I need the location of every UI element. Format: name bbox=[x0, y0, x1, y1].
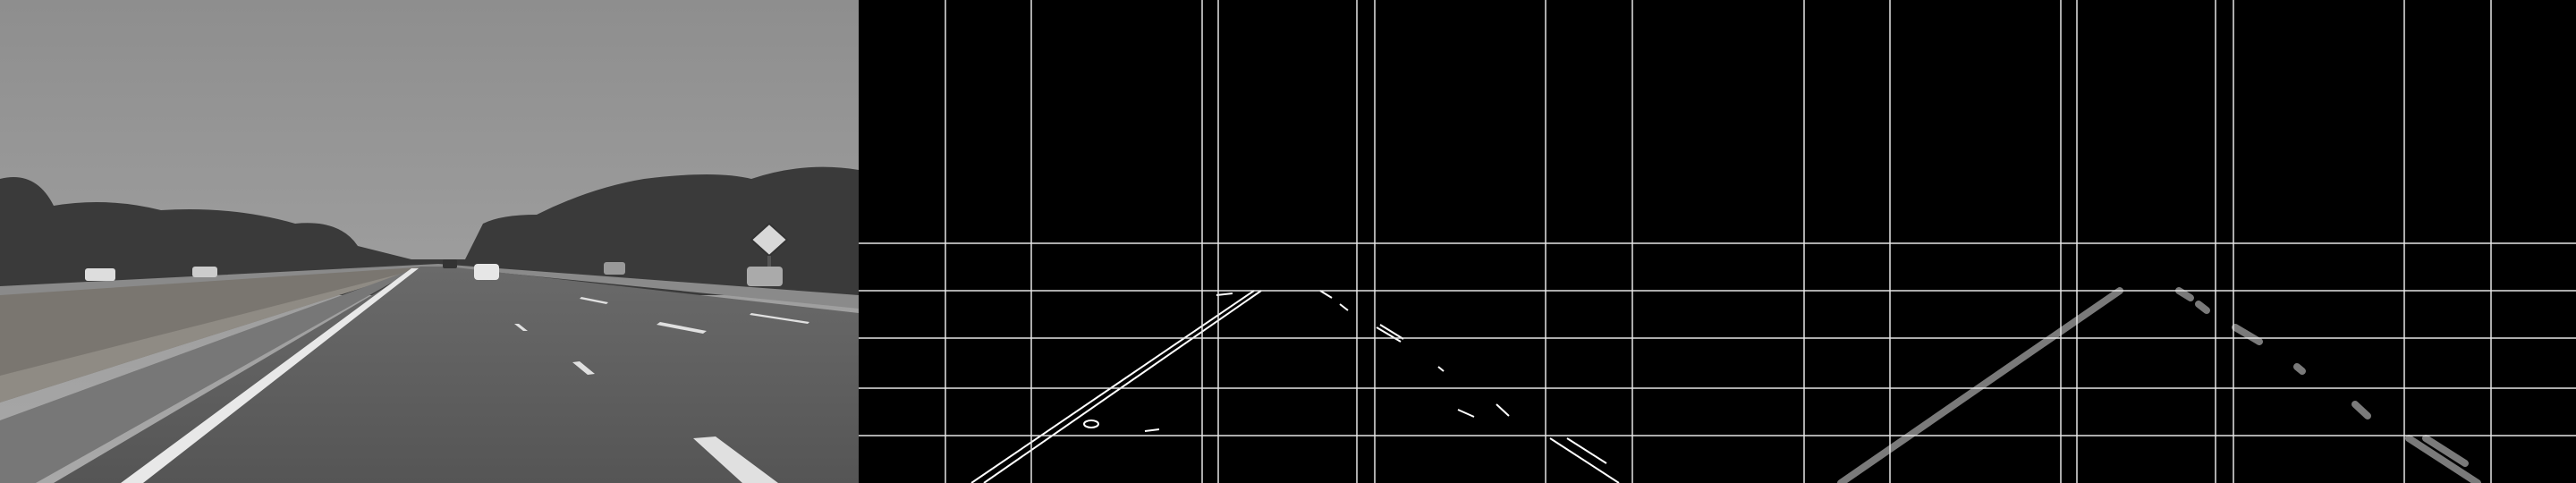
grid bbox=[859, 0, 1717, 483]
hough-panel bbox=[1717, 0, 2576, 483]
background bbox=[859, 0, 1717, 483]
left-lane-line bbox=[121, 268, 419, 483]
shoulder bbox=[0, 267, 420, 483]
dry-grass bbox=[0, 267, 429, 402]
background bbox=[1717, 0, 2576, 483]
edge-panel bbox=[859, 0, 1717, 483]
detected-lines bbox=[1837, 287, 2481, 483]
lane-dashes bbox=[514, 297, 809, 483]
cars bbox=[85, 259, 783, 286]
trees bbox=[0, 166, 859, 295]
grid bbox=[1717, 0, 2576, 483]
road bbox=[54, 267, 859, 483]
photo-panel bbox=[0, 0, 859, 483]
edges bbox=[970, 290, 1620, 483]
